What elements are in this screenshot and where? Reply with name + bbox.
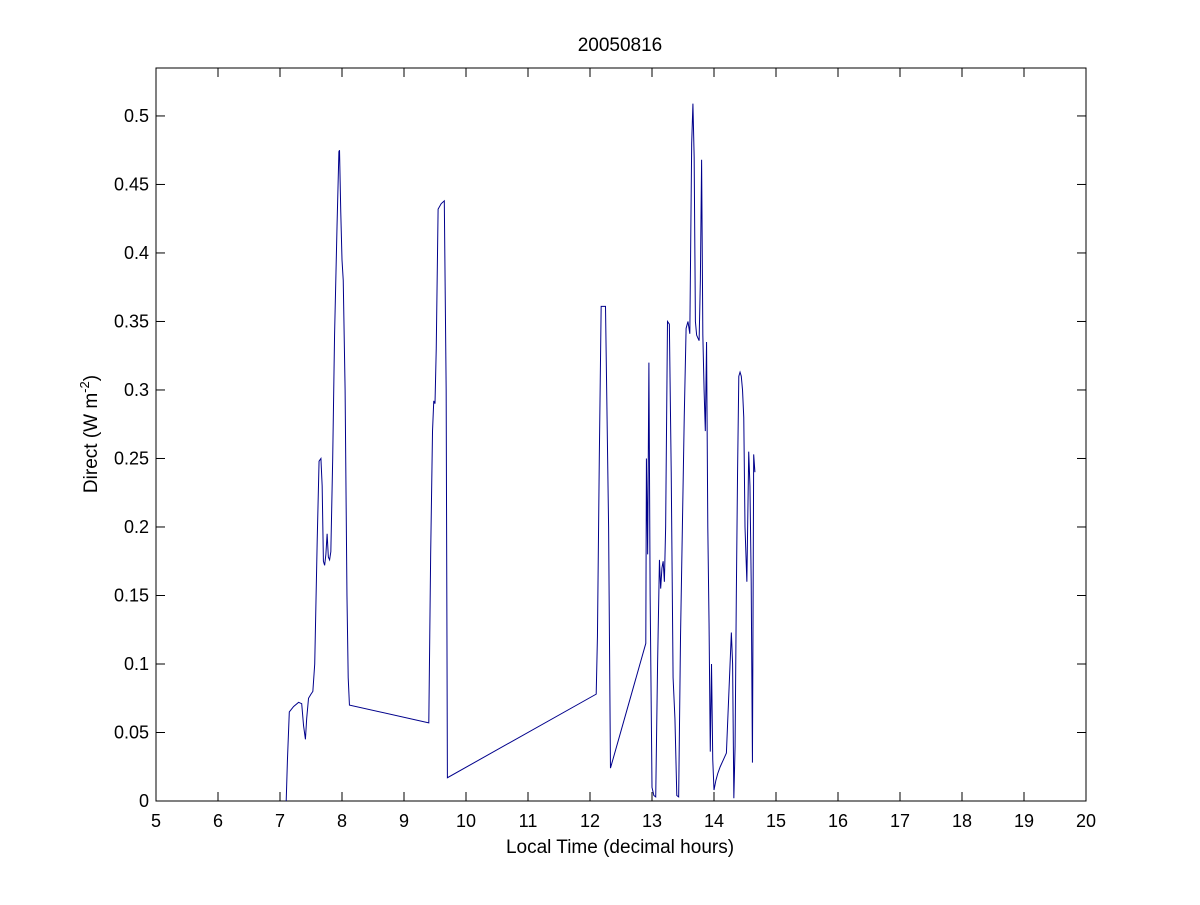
x-tick-label-3: 8 bbox=[337, 811, 347, 831]
x-tick-label-2: 7 bbox=[275, 811, 285, 831]
y-tick-label-4: 0.2 bbox=[124, 517, 149, 537]
y-tick-label-2: 0.1 bbox=[124, 654, 149, 674]
x-tick-label-9: 14 bbox=[704, 811, 724, 831]
series-layer bbox=[285, 103, 756, 802]
x-tick-label-11: 16 bbox=[828, 811, 848, 831]
y-tick-label-0: 0 bbox=[139, 791, 149, 811]
x-tick-label-7: 12 bbox=[580, 811, 600, 831]
y-tick-label-5: 0.25 bbox=[114, 448, 149, 468]
x-axis-ticks bbox=[155, 68, 1087, 801]
x-tick-label-10: 15 bbox=[766, 811, 786, 831]
x-tick-label-14: 19 bbox=[1014, 811, 1034, 831]
x-tick-label-8: 13 bbox=[642, 811, 662, 831]
x-tick-label-1: 6 bbox=[213, 811, 223, 831]
chart-title: 20050816 bbox=[578, 35, 663, 56]
plot-area-frame bbox=[155, 67, 1087, 802]
y-tick-label-9: 0.45 bbox=[114, 174, 149, 194]
x-axis-label: Local Time (decimal hours) bbox=[506, 837, 734, 858]
y-axis-label-suffix: ) bbox=[81, 375, 102, 381]
x-tick-label-0: 5 bbox=[151, 811, 161, 831]
y-tick-label-6: 0.3 bbox=[124, 380, 149, 400]
y-tick-label-7: 0.35 bbox=[114, 311, 149, 331]
y-axis-label-prefix: Direct (W m bbox=[81, 393, 102, 493]
x-tick-label-15: 20 bbox=[1076, 811, 1096, 831]
series-line-0 bbox=[285, 103, 756, 802]
y-axis-tick-labels: 0 0.05 0.1 0.15 0.2 0.25 0.3 0.35 0.4 0.45 0.5 bbox=[114, 106, 149, 811]
y-tick-label-1: 0.05 bbox=[114, 722, 149, 742]
y-axis-label-superscript: -2 bbox=[77, 381, 92, 393]
x-tick-label-12: 17 bbox=[890, 811, 910, 831]
x-tick-label-13: 18 bbox=[952, 811, 972, 831]
y-axis-label: Direct (W m-2) bbox=[77, 375, 102, 493]
x-tick-label-4: 9 bbox=[399, 811, 409, 831]
x-tick-label-5: 10 bbox=[456, 811, 476, 831]
y-tick-label-10: 0.5 bbox=[124, 106, 149, 126]
x-axis-tick-labels: 5 6 7 8 9 10 11 12 13 14 15 16 17 18 19 20 bbox=[151, 811, 1096, 831]
y-axis-ticks bbox=[156, 115, 1086, 802]
y-tick-label-3: 0.15 bbox=[114, 585, 149, 605]
x-tick-label-6: 11 bbox=[519, 811, 538, 831]
y-tick-label-8: 0.4 bbox=[124, 243, 149, 263]
